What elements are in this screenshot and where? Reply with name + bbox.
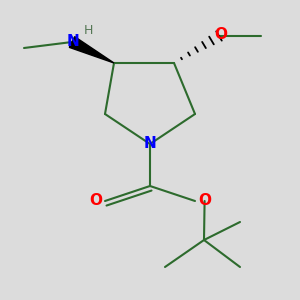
Text: O: O bbox=[198, 193, 211, 208]
Text: O: O bbox=[214, 27, 227, 42]
Text: O: O bbox=[89, 193, 102, 208]
Polygon shape bbox=[69, 37, 114, 63]
Text: N: N bbox=[144, 136, 156, 152]
Text: H: H bbox=[84, 23, 93, 37]
Text: N: N bbox=[67, 34, 80, 50]
